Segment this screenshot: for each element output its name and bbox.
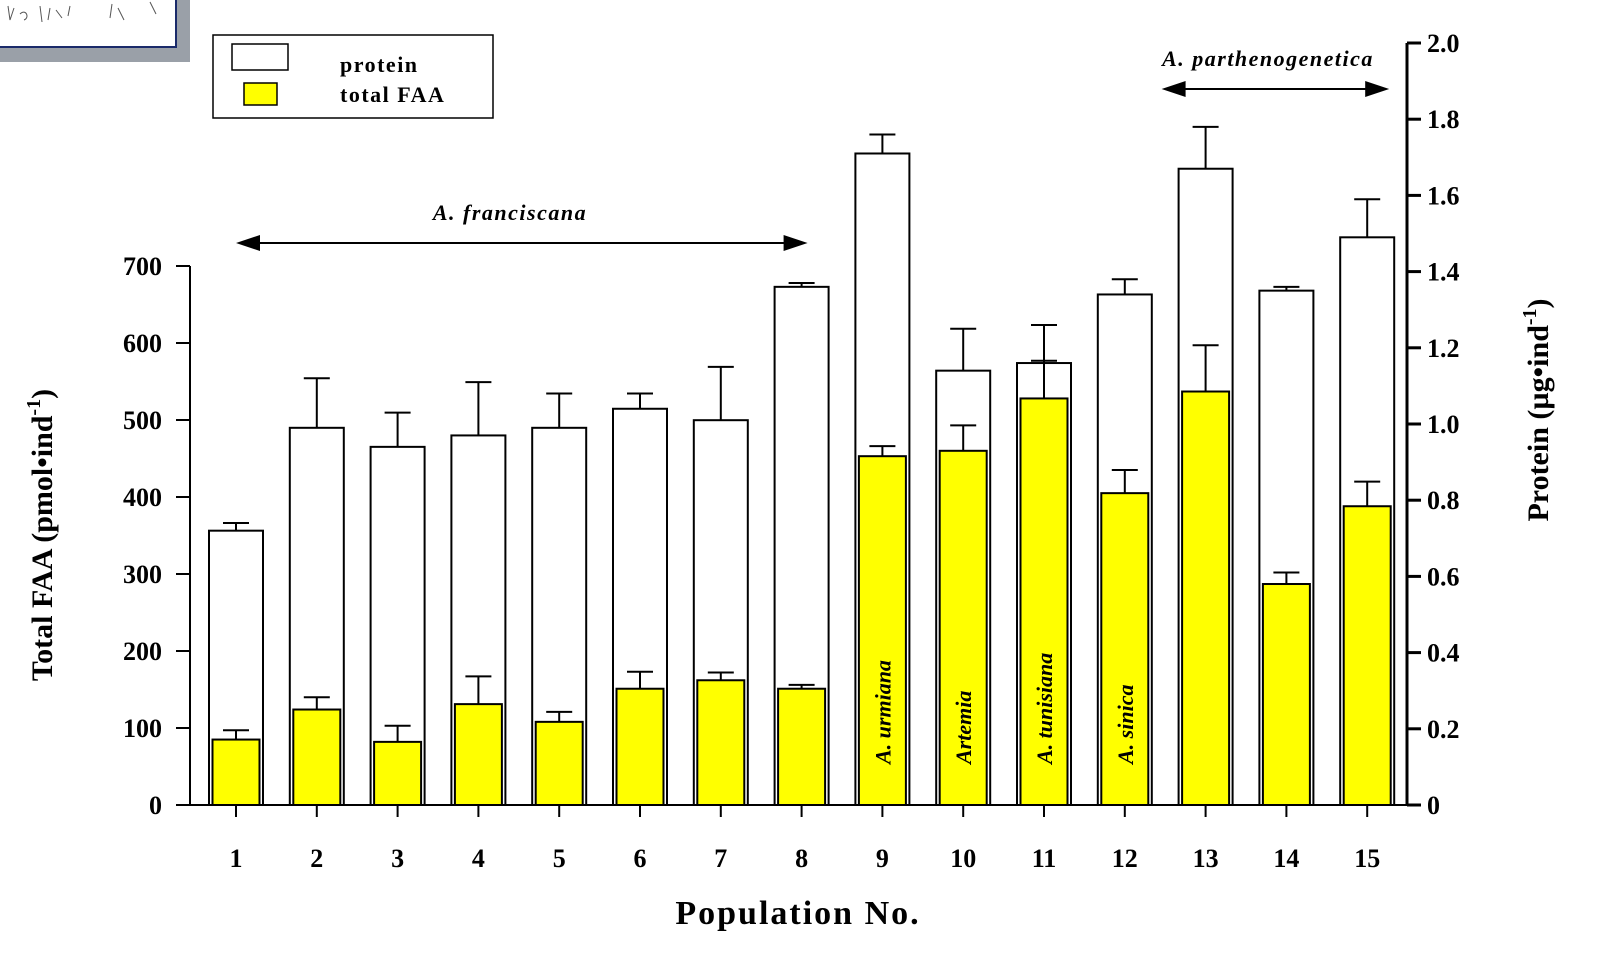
faa-bar [696, 679, 746, 807]
y-left-tick-label: 0 [149, 791, 162, 820]
legend-label-protein: protein [340, 52, 419, 77]
y-left-tick-label: 200 [123, 637, 162, 666]
bars [208, 125, 1396, 807]
x-tick-label: 14 [1273, 844, 1299, 873]
y-axis-left-title: Total FAA (pmol•ind-1) [23, 389, 59, 681]
faa-bar [211, 738, 261, 806]
x-tick-label: 12 [1112, 844, 1138, 873]
faa-bar [373, 740, 423, 806]
faa-bar [857, 455, 907, 806]
y-right-tick-label: 0.4 [1427, 639, 1460, 668]
y-right-tick-label: 0.8 [1427, 486, 1460, 515]
y-left-tick-label: 700 [123, 252, 162, 281]
y-right-tick-label: 1.0 [1427, 410, 1460, 439]
x-tick-label: 4 [472, 844, 485, 873]
annotation-franciscana-arrow-head-left [236, 235, 260, 251]
labels: Population No. Total FAA (pmol•ind-1) Prot… [23, 46, 1555, 932]
x-tick-label: 2 [310, 844, 323, 873]
y-left-tick-label: 500 [123, 406, 162, 435]
faa-bar [292, 708, 342, 807]
annotation-franciscana-arrow-head-right [783, 235, 808, 251]
x-tick-label: 3 [391, 844, 404, 873]
x-tick-label: 1 [230, 844, 243, 873]
y-right-tick-label: 0 [1427, 791, 1440, 820]
y-left-tick-label: 600 [123, 329, 162, 358]
faa-bar [1019, 397, 1069, 806]
bar-species-label: A. sinica [1113, 685, 1138, 766]
x-tick-label: 7 [714, 844, 727, 873]
y-right-tick-label: 0.2 [1427, 715, 1460, 744]
bar-species-label: A. urmiana [870, 660, 895, 766]
axes: 0 100 200 300 400 500 600 700 0 0.2 0.4 0.6 0.8 1.0 1.… [123, 29, 1460, 873]
y-right-tick-label: 0.6 [1427, 562, 1460, 591]
faa-bar [777, 687, 827, 806]
y-right-tick-label: 1.6 [1427, 181, 1460, 210]
x-tick-label: 5 [553, 844, 566, 873]
y-right-tick-label: 1.4 [1427, 258, 1460, 287]
x-axis-title: Population No. [675, 895, 920, 932]
legend-label-faa: total FAA [340, 82, 445, 107]
legend-faa-swatch [243, 82, 278, 106]
annotation-parthenogenetica-label: A. parthenogenetica [1160, 46, 1374, 71]
x-tick-label: 13 [1193, 844, 1219, 873]
faa-bar [615, 687, 665, 806]
faa-bar [938, 449, 988, 806]
thumbnail-image [0, 0, 190, 62]
faa-bar [453, 703, 503, 807]
y-axis-right-title: Protein (µg•ind-1) [1519, 298, 1555, 521]
x-tick-label: 10 [950, 844, 976, 873]
x-tick-label: 6 [634, 844, 647, 873]
y-left-tick-label: 100 [123, 714, 162, 743]
legend-protein-swatch [231, 43, 289, 71]
x-tick-label: 9 [876, 844, 889, 873]
faa-bar [1100, 492, 1150, 806]
y-right-tick-label: 1.8 [1427, 105, 1460, 134]
y-right-tick-label: 1.2 [1427, 334, 1460, 363]
legend: protein total FAA [212, 34, 494, 119]
x-tick-label: 8 [795, 844, 808, 873]
faa-bar [1342, 505, 1392, 806]
y-left-tick-label: 300 [123, 560, 162, 589]
faa-bar [1181, 390, 1231, 806]
annotation-parthenogenetica-arrow-head-right [1365, 81, 1390, 97]
y-left-tick-label: 400 [123, 483, 162, 512]
bar-species-label: A. tunisiana [1032, 653, 1057, 766]
annotation-parthenogenetica-arrow-head-left [1161, 81, 1186, 97]
faa-bar [1261, 583, 1311, 807]
y-right-tick-label: 2.0 [1427, 29, 1460, 58]
x-tick-label: 15 [1354, 844, 1380, 873]
bar-species-label: Artemia [951, 691, 976, 766]
faa-bar [534, 720, 584, 807]
annotation-franciscana-label: A. franciscana [431, 200, 587, 225]
x-tick-label: 11 [1032, 844, 1057, 873]
